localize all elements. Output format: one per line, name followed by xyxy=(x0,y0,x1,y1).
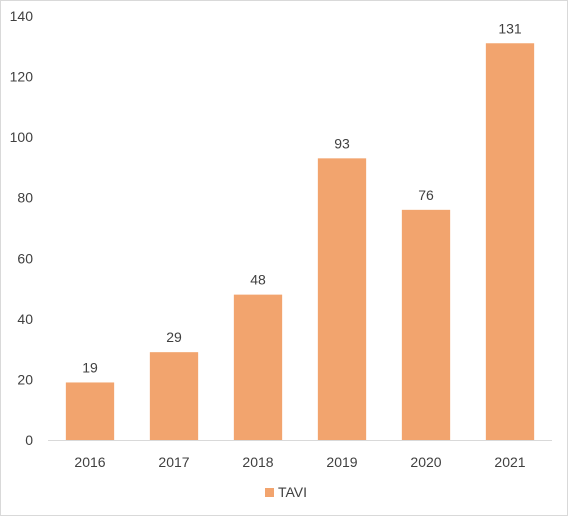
data-label-2021: 131 xyxy=(498,20,522,36)
y-axis: 0 20 40 60 80 100 120 140 xyxy=(10,8,34,448)
data-label-2019: 93 xyxy=(334,135,350,151)
data-label-2016: 19 xyxy=(82,359,98,375)
bar-2020 xyxy=(401,209,451,440)
y-tick-label: 140 xyxy=(10,8,34,24)
bar-2018 xyxy=(233,294,283,440)
bars: 19 29 48 93 76 131 xyxy=(65,20,535,441)
bar-2016 xyxy=(65,382,115,440)
legend-label-tavi: TAVI xyxy=(278,484,307,500)
bar-2021 xyxy=(485,43,535,440)
data-label-2017: 29 xyxy=(166,329,182,345)
y-tick-label: 100 xyxy=(10,129,34,145)
y-tick-label: 60 xyxy=(17,250,33,266)
x-tick-label-2019: 2019 xyxy=(326,454,357,470)
x-axis: 2016 2017 2018 2019 2020 2021 xyxy=(74,454,525,470)
data-label-2018: 48 xyxy=(250,272,266,288)
x-tick-label-2018: 2018 xyxy=(242,454,273,470)
y-tick-label: 0 xyxy=(25,432,33,448)
y-tick-label: 20 xyxy=(17,371,33,387)
x-tick-label-2020: 2020 xyxy=(410,454,441,470)
data-label-2020: 76 xyxy=(418,187,434,203)
bar-2019 xyxy=(317,158,367,441)
y-tick-label: 80 xyxy=(17,190,33,206)
x-tick-label-2021: 2021 xyxy=(494,454,525,470)
bar-2017 xyxy=(149,352,199,440)
legend-swatch-tavi xyxy=(265,488,274,497)
y-tick-label: 40 xyxy=(17,311,33,327)
y-tick-label: 120 xyxy=(10,69,34,85)
legend: TAVI xyxy=(265,484,307,500)
x-tick-label-2017: 2017 xyxy=(158,454,189,470)
x-tick-label-2016: 2016 xyxy=(74,454,105,470)
